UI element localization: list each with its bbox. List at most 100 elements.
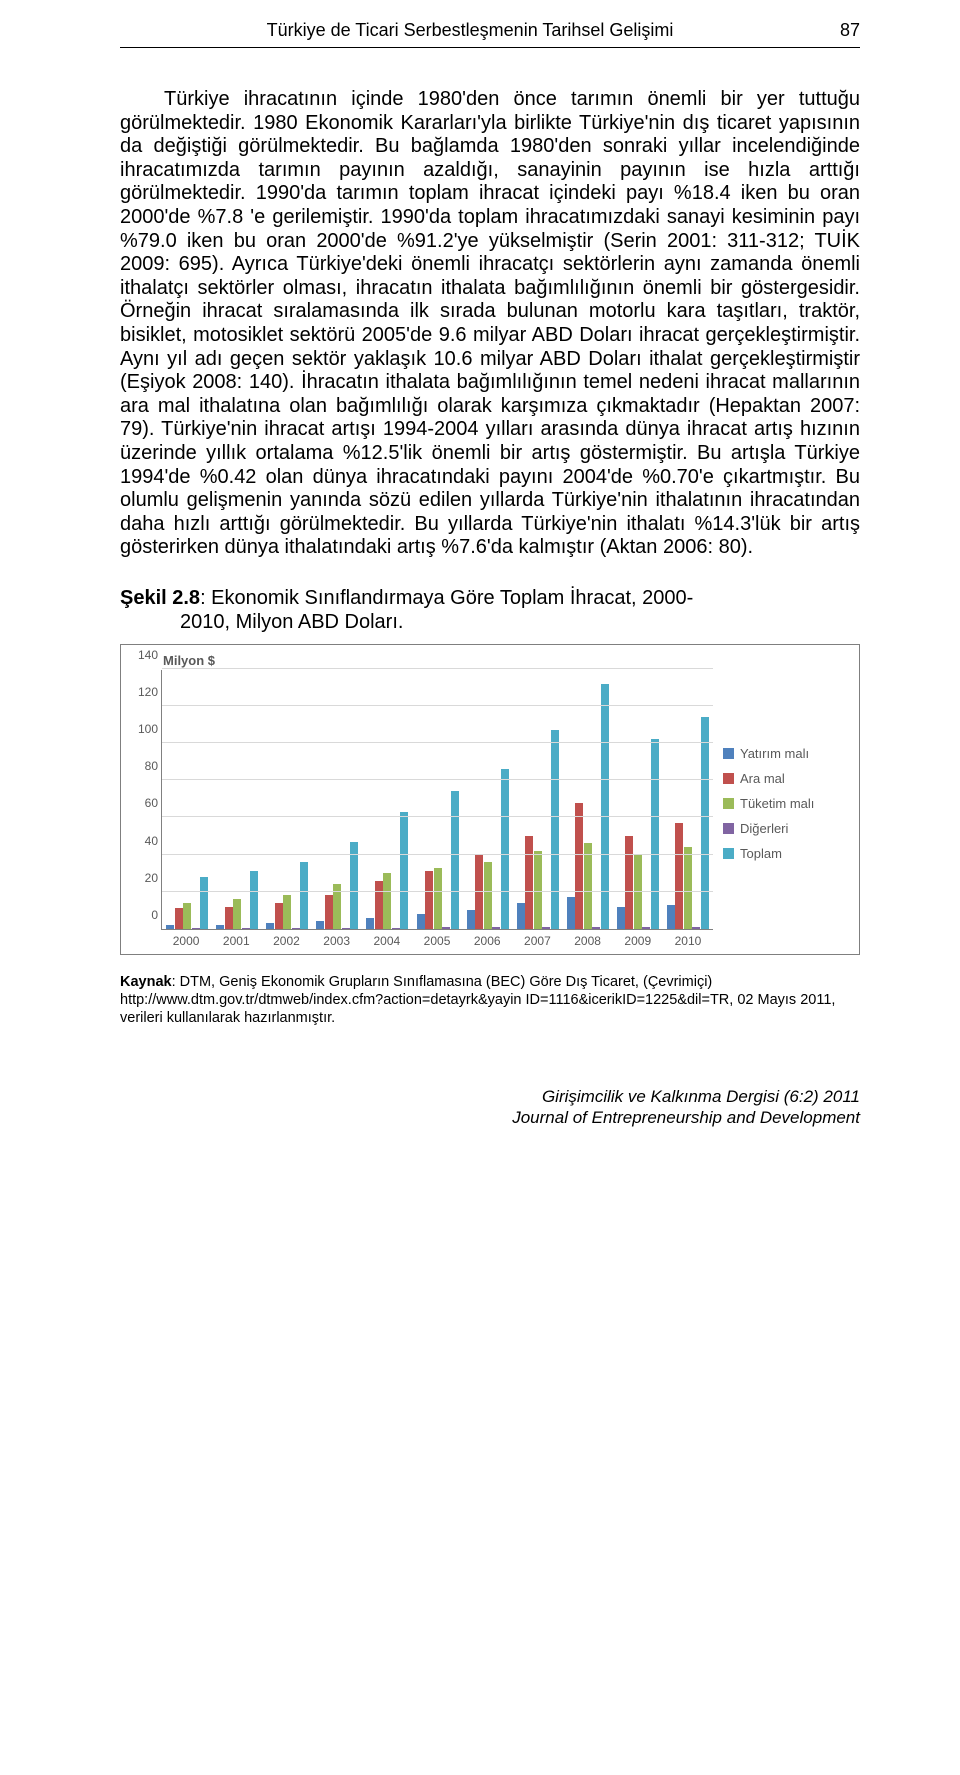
legend-label: Diğerleri [740, 821, 788, 836]
chart-bar [551, 730, 559, 929]
legend-item: Diğerleri [723, 821, 857, 836]
footer-line2: Journal of Entrepreneurship and Developm… [120, 1108, 860, 1128]
legend-item: Toplam [723, 846, 857, 861]
chart-bar [400, 812, 408, 929]
chart-plot-area: 020406080100120140 [161, 670, 713, 930]
chart-bar [684, 847, 692, 929]
chart-bar [392, 928, 400, 929]
chart-xlabel: 2004 [362, 930, 412, 954]
legend-swatch [723, 748, 734, 759]
source-label: Kaynak [120, 974, 172, 990]
chart-xlabel: 2007 [512, 930, 562, 954]
chart-bar [525, 836, 533, 929]
chart-gridline [162, 705, 713, 706]
chart-bar [283, 895, 291, 928]
chart-bar [475, 855, 483, 929]
chart-xlabel: 2008 [563, 930, 613, 954]
chart-legend: Yatırım malı Ara mal Tüketim malı Diğerleri… [717, 653, 857, 954]
chart-xlabel: 2010 [663, 930, 713, 954]
legend-item: Ara mal [723, 771, 857, 786]
footer-line1: Girişimcilik ve Kalkınma Dergisi (6:2) 2… [120, 1087, 860, 1107]
chart-bar [642, 927, 650, 929]
chart-bar [250, 871, 258, 929]
chart-bar [492, 927, 500, 929]
chart-bar [383, 873, 391, 929]
chart-bar [601, 684, 609, 929]
chart-gridline [162, 891, 713, 892]
chart-bar [667, 905, 675, 929]
legend-label: Yatırım malı [740, 746, 809, 761]
chart-bar [451, 791, 459, 928]
chart-bar [425, 871, 433, 929]
figure-caption: Şekil 2.8: Ekonomik Sınıflandırmaya Göre… [120, 586, 860, 634]
chart-bar [316, 921, 324, 928]
chart-bar [266, 923, 274, 929]
chart-ytick: 0 [128, 908, 158, 922]
chart-bar [634, 855, 642, 929]
chart-bar [584, 843, 592, 928]
legend-swatch [723, 848, 734, 859]
chart-bar [701, 717, 709, 929]
chart-bar [617, 907, 625, 929]
chart-xlabel: 2005 [412, 930, 462, 954]
chart-bar [292, 928, 300, 929]
chart-bar [501, 769, 509, 929]
header-title: Türkiye de Ticari Serbestleşmenin Tarihs… [120, 20, 820, 41]
chart-bar [375, 881, 383, 929]
chart-bar [592, 927, 600, 929]
figure-label: Şekil 2.8 [120, 587, 200, 609]
chart-bar [192, 928, 200, 929]
chart-bar [517, 903, 525, 929]
chart-bar [366, 918, 374, 929]
chart-bar [484, 862, 492, 929]
legend-swatch [723, 798, 734, 809]
chart-bar [325, 895, 333, 928]
figure-caption-line1: : Ekonomik Sınıflandırmaya Göre Toplam İ… [200, 587, 693, 609]
body-paragraph: Türkiye ihracatının içinde 1980'den önce… [120, 88, 860, 560]
legend-item: Tüketim malı [723, 796, 857, 811]
chart-bar [692, 927, 700, 929]
chart-bar [675, 823, 683, 929]
chart-gridline [162, 779, 713, 780]
chart-bar [434, 868, 442, 929]
chart-bar [242, 928, 250, 929]
legend-swatch [723, 823, 734, 834]
chart-bar [166, 925, 174, 929]
legend-swatch [723, 773, 734, 784]
legend-label: Toplam [740, 846, 782, 861]
chart-ytick: 100 [128, 722, 158, 736]
body-text-content: Türkiye ihracatının içinde 1980'den önce… [120, 88, 860, 558]
chart-ytick: 20 [128, 871, 158, 885]
chart-x-labels: 2000200120022003200420052006200720082009… [161, 930, 713, 954]
chart-bar [625, 836, 633, 929]
chart-bar [567, 897, 575, 929]
chart-bar [300, 862, 308, 929]
chart-ytick: 60 [128, 796, 158, 810]
chart-bar [442, 927, 450, 929]
chart-ylabel: Milyon $ [163, 653, 717, 668]
chart-container: Milyon $ 020406080100120140 200020012002… [120, 644, 860, 955]
legend-label: Tüketim malı [740, 796, 814, 811]
chart-bar [467, 910, 475, 929]
page-number: 87 [820, 20, 860, 41]
chart-bar [216, 925, 224, 929]
chart-bar [575, 803, 583, 929]
figure-caption-line2: 2010, Milyon ABD Doları. [120, 610, 860, 634]
chart-bar [542, 927, 550, 929]
chart-xlabel: 2001 [211, 930, 261, 954]
chart-xlabel: 2002 [261, 930, 311, 954]
chart-bar [651, 739, 659, 928]
source-line: Kaynak: DTM, Geniş Ekonomik Grupların Sı… [120, 973, 860, 1027]
chart-bar [342, 928, 350, 929]
chart-bar [350, 842, 358, 929]
chart-bar [275, 903, 283, 929]
chart-xlabel: 2006 [462, 930, 512, 954]
chart-bar [183, 903, 191, 929]
chart-ytick: 140 [128, 648, 158, 662]
chart-bar [417, 914, 425, 929]
chart-gridline [162, 854, 713, 855]
chart-ytick: 120 [128, 685, 158, 699]
legend-item: Yatırım malı [723, 746, 857, 761]
chart-xlabel: 2003 [312, 930, 362, 954]
chart-ytick: 40 [128, 834, 158, 848]
